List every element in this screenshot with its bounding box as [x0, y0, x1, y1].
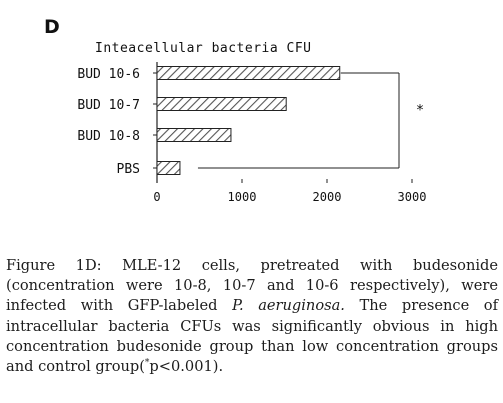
caption-superscript: *	[144, 358, 150, 369]
category-label: PBS	[117, 162, 140, 177]
panel-label: D	[44, 16, 60, 38]
bar-chart: D Inteacellular bacteria CFU BUD 10-6BUD…	[44, 16, 426, 204]
caption-text-continued: The presence of intracellular bacteria C…	[6, 297, 498, 376]
caption-text: MLE-12 cells, pretreated with budesonide…	[6, 257, 498, 315]
caption-species: P. aeruginosa.	[232, 297, 345, 315]
chart-title: Inteacellular bacteria CFU	[95, 41, 312, 56]
caption-label: Figure 1D:	[6, 257, 102, 274]
category-label: BUD 10-8	[77, 129, 140, 144]
x-tick-label: 3000	[398, 190, 427, 204]
caption-text-end: p<0.001).	[149, 358, 224, 376]
bar	[156, 97, 287, 111]
x-tick-label: 0	[153, 190, 160, 204]
bar	[156, 128, 232, 142]
x-tick-label: 2000	[313, 190, 342, 204]
figure-caption: Figure 1D: MLE-12 cells, pretreated with…	[6, 256, 498, 377]
bar	[156, 161, 181, 175]
x-tick-label: 1000	[228, 190, 257, 204]
plot-area: BUD 10-6 BUD 10-7 BUD 10-8 PBS 0 1000 2000 3000…	[77, 62, 426, 204]
category-label: BUD 10-7	[77, 98, 140, 113]
category-label: BUD 10-6	[77, 67, 140, 82]
significance-marker: *	[417, 103, 424, 119]
bar	[156, 66, 341, 80]
